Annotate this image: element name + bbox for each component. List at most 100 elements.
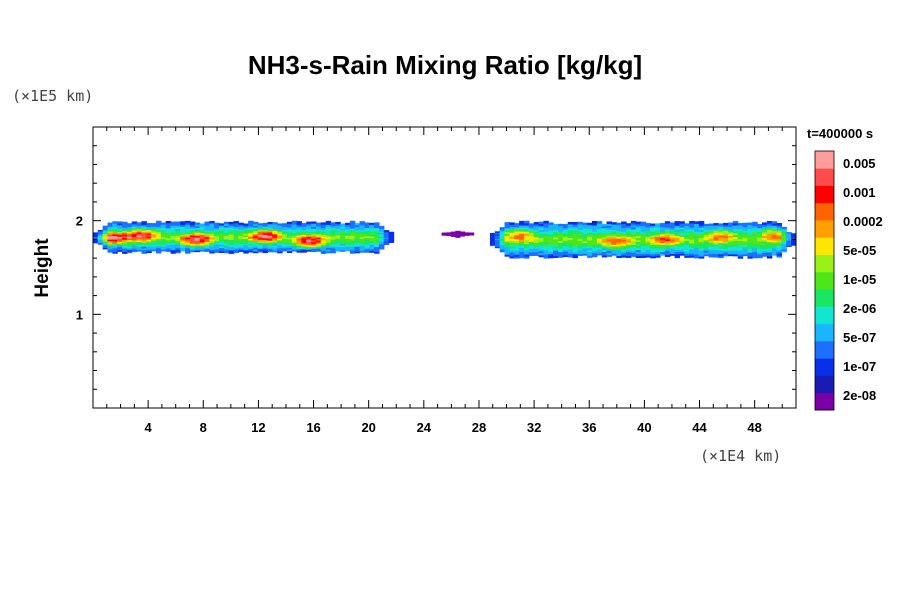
heatmap-cell	[718, 236, 724, 240]
heatmap-cell	[728, 251, 734, 255]
heatmap-cell	[766, 235, 773, 238]
heatmap-cell	[577, 242, 583, 245]
heatmap-cell	[335, 241, 341, 244]
heatmap-cell	[514, 226, 520, 230]
heatmap-cell	[694, 247, 700, 251]
y-unit-label: (×1E5 km)	[12, 87, 93, 105]
heatmap-cell	[543, 220, 549, 224]
heatmap-cell	[557, 251, 564, 255]
heatmap-cell	[228, 251, 235, 254]
heatmap-cell	[728, 253, 734, 257]
heatmap-cell	[562, 224, 569, 227]
heatmap-cell	[252, 233, 259, 237]
heatmap-cell	[272, 246, 278, 250]
heatmap-cell	[791, 237, 796, 239]
heatmap-cell	[117, 241, 123, 244]
heatmap-cell	[742, 224, 749, 228]
heatmap-cell	[514, 232, 520, 236]
heatmap-cell	[553, 251, 559, 255]
heatmap-cell	[572, 233, 579, 237]
heatmap-cell	[684, 230, 690, 234]
heatmap-cell	[616, 222, 622, 226]
heatmap-cell	[499, 242, 506, 245]
heatmap-cell	[306, 247, 312, 251]
heatmap-cell	[320, 248, 327, 251]
heatmap-cell	[199, 223, 206, 226]
heatmap-cell	[499, 249, 506, 251]
heatmap-cell	[659, 224, 666, 228]
heatmap-cell	[146, 229, 152, 232]
heatmap-cell	[504, 237, 511, 240]
heatmap-cell	[489, 233, 496, 235]
heatmap-cell	[175, 231, 181, 235]
heatmap-cell	[131, 244, 138, 248]
heatmap-cell	[562, 243, 569, 247]
heatmap-cell	[170, 246, 176, 249]
heatmap-cell	[519, 245, 525, 248]
heatmap-cell	[165, 227, 172, 231]
heatmap-cell	[528, 235, 535, 239]
heatmap-cell	[209, 244, 215, 247]
heatmap-cell	[708, 247, 715, 251]
heatmap-cell	[514, 238, 520, 242]
heatmap-cell	[786, 243, 792, 245]
heatmap-cell	[504, 250, 511, 253]
heatmap-cell	[102, 230, 109, 233]
heatmap-cell	[674, 241, 681, 244]
heatmap-cell	[548, 230, 554, 233]
heatmap-cell	[582, 238, 588, 242]
heatmap-cell	[728, 248, 734, 251]
heatmap-cell	[136, 238, 143, 241]
heatmap-cell	[747, 252, 753, 255]
heatmap-cell	[504, 246, 511, 250]
heatmap-cell	[562, 245, 569, 249]
heatmap-cell	[117, 239, 123, 242]
colorbar-swatch	[815, 202, 834, 221]
heatmap-cell	[684, 247, 690, 251]
heatmap-cell	[335, 247, 341, 250]
heatmap-cell	[126, 233, 133, 236]
heatmap-cell	[262, 240, 269, 244]
heatmap-cell	[674, 229, 681, 232]
heatmap-cell	[165, 236, 172, 239]
heatmap-cell	[315, 232, 322, 235]
heatmap-cell	[175, 233, 181, 236]
heatmap-cell	[562, 227, 569, 231]
heatmap-cell	[122, 232, 128, 235]
heatmap-cell	[538, 223, 545, 227]
heatmap-cell	[553, 255, 559, 258]
heatmap-cell	[679, 238, 685, 241]
heatmap-cell	[499, 235, 506, 238]
heatmap-cell	[306, 233, 312, 236]
heatmap-cell	[640, 227, 647, 231]
heatmap-cell	[587, 238, 593, 241]
heatmap-cell	[499, 236, 506, 239]
heatmap-cell	[616, 245, 622, 249]
heatmap-cell	[679, 230, 685, 234]
heatmap-cell	[102, 232, 109, 234]
heatmap-cell	[601, 227, 608, 231]
heatmap-cell	[107, 224, 113, 227]
heatmap-cell	[286, 232, 293, 235]
heatmap-cell	[625, 227, 632, 230]
heatmap-cell	[499, 232, 506, 235]
heatmap-cell	[674, 249, 681, 253]
heatmap-cell	[301, 235, 307, 239]
heatmap-cell	[282, 243, 288, 246]
heatmap-cell	[523, 222, 530, 226]
heatmap-cell	[684, 238, 690, 241]
heatmap-cell	[489, 243, 496, 246]
heatmap-cell	[630, 222, 637, 226]
heatmap-cell	[591, 250, 598, 254]
heatmap-cell	[204, 236, 210, 239]
heatmap-cell	[766, 233, 773, 236]
heatmap-cell	[151, 236, 157, 240]
heatmap-cell	[689, 255, 695, 258]
heatmap-cell	[577, 223, 583, 227]
heatmap-cell	[786, 234, 792, 236]
heatmap-cell	[519, 220, 525, 224]
heatmap-cell	[359, 238, 366, 241]
heatmap-cell	[160, 225, 167, 228]
heatmap-cell	[553, 229, 559, 232]
heatmap-cell	[291, 227, 298, 230]
